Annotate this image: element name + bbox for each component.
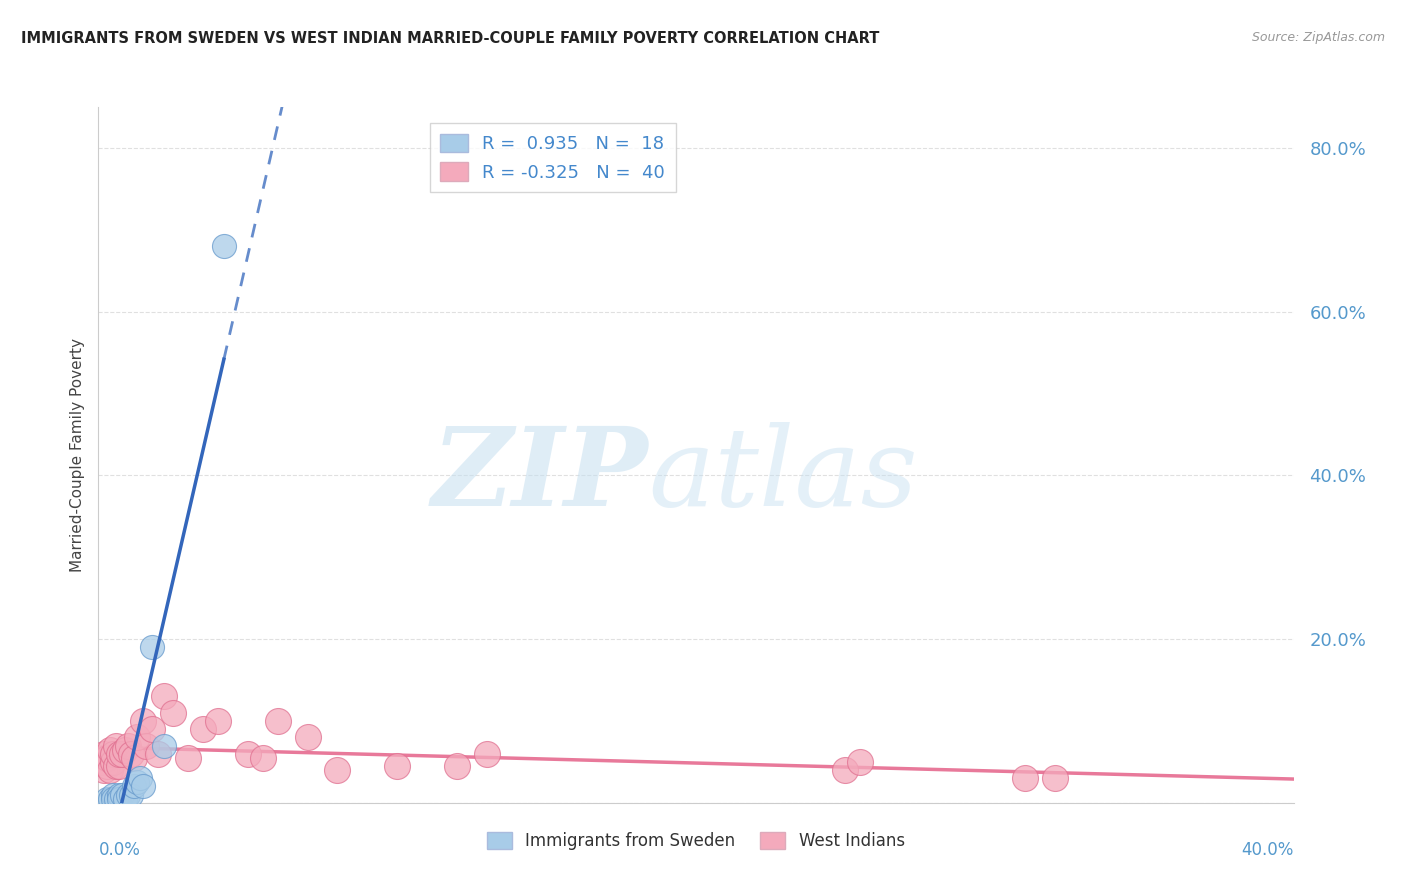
Point xyxy=(191,722,214,736)
Point xyxy=(124,780,146,794)
Point xyxy=(135,739,157,753)
Point xyxy=(114,742,136,756)
Text: IMMIGRANTS FROM SWEDEN VS WEST INDIAN MARRIED-COUPLE FAMILY POVERTY CORRELATION : IMMIGRANTS FROM SWEDEN VS WEST INDIAN MA… xyxy=(21,31,880,46)
Point xyxy=(124,751,146,765)
Point xyxy=(475,747,498,761)
Point xyxy=(148,747,170,761)
Point xyxy=(120,788,142,802)
Point xyxy=(132,714,155,728)
Point xyxy=(1043,771,1066,785)
Point xyxy=(96,791,118,805)
Point xyxy=(96,759,118,773)
Point xyxy=(252,751,274,765)
Point xyxy=(127,731,149,745)
Point xyxy=(153,739,176,753)
Point xyxy=(105,791,128,805)
Point xyxy=(120,747,142,761)
Point xyxy=(177,751,200,765)
Point xyxy=(297,731,319,745)
Point xyxy=(93,763,115,777)
Point xyxy=(93,747,115,761)
Text: 40.0%: 40.0% xyxy=(1241,841,1294,859)
Point xyxy=(103,788,125,802)
Point xyxy=(141,640,163,655)
Point xyxy=(108,759,131,773)
Point xyxy=(326,763,349,777)
Point xyxy=(111,788,134,802)
Point xyxy=(127,775,149,789)
Point xyxy=(105,759,128,773)
Point xyxy=(108,791,131,805)
Point xyxy=(212,239,235,253)
Point xyxy=(162,706,184,720)
Point xyxy=(207,714,229,728)
Point xyxy=(446,759,468,773)
Point xyxy=(103,791,125,805)
Point xyxy=(98,742,122,756)
Point xyxy=(98,791,122,805)
Y-axis label: Married-Couple Family Poverty: Married-Couple Family Poverty xyxy=(69,338,84,572)
Point xyxy=(236,747,259,761)
Point xyxy=(108,747,131,761)
Point xyxy=(103,747,125,761)
Point xyxy=(90,755,112,769)
Point xyxy=(111,747,134,761)
Point xyxy=(105,739,128,753)
Point xyxy=(129,771,152,785)
Point xyxy=(117,739,139,753)
Point xyxy=(103,755,125,769)
Point xyxy=(117,788,139,802)
Point xyxy=(267,714,290,728)
Point xyxy=(114,791,136,805)
Point xyxy=(153,690,176,704)
Point xyxy=(96,751,118,765)
Text: atlas: atlas xyxy=(648,422,918,530)
Point xyxy=(849,755,872,769)
Text: Source: ZipAtlas.com: Source: ZipAtlas.com xyxy=(1251,31,1385,45)
Point xyxy=(834,763,856,777)
Text: 0.0%: 0.0% xyxy=(98,841,141,859)
Point xyxy=(98,763,122,777)
Legend: Immigrants from Sweden, West Indians: Immigrants from Sweden, West Indians xyxy=(481,826,911,857)
Point xyxy=(385,759,409,773)
Point xyxy=(108,788,131,802)
Point xyxy=(1014,771,1036,785)
Point xyxy=(141,722,163,736)
Text: ZIP: ZIP xyxy=(432,422,648,530)
Point xyxy=(132,780,155,794)
